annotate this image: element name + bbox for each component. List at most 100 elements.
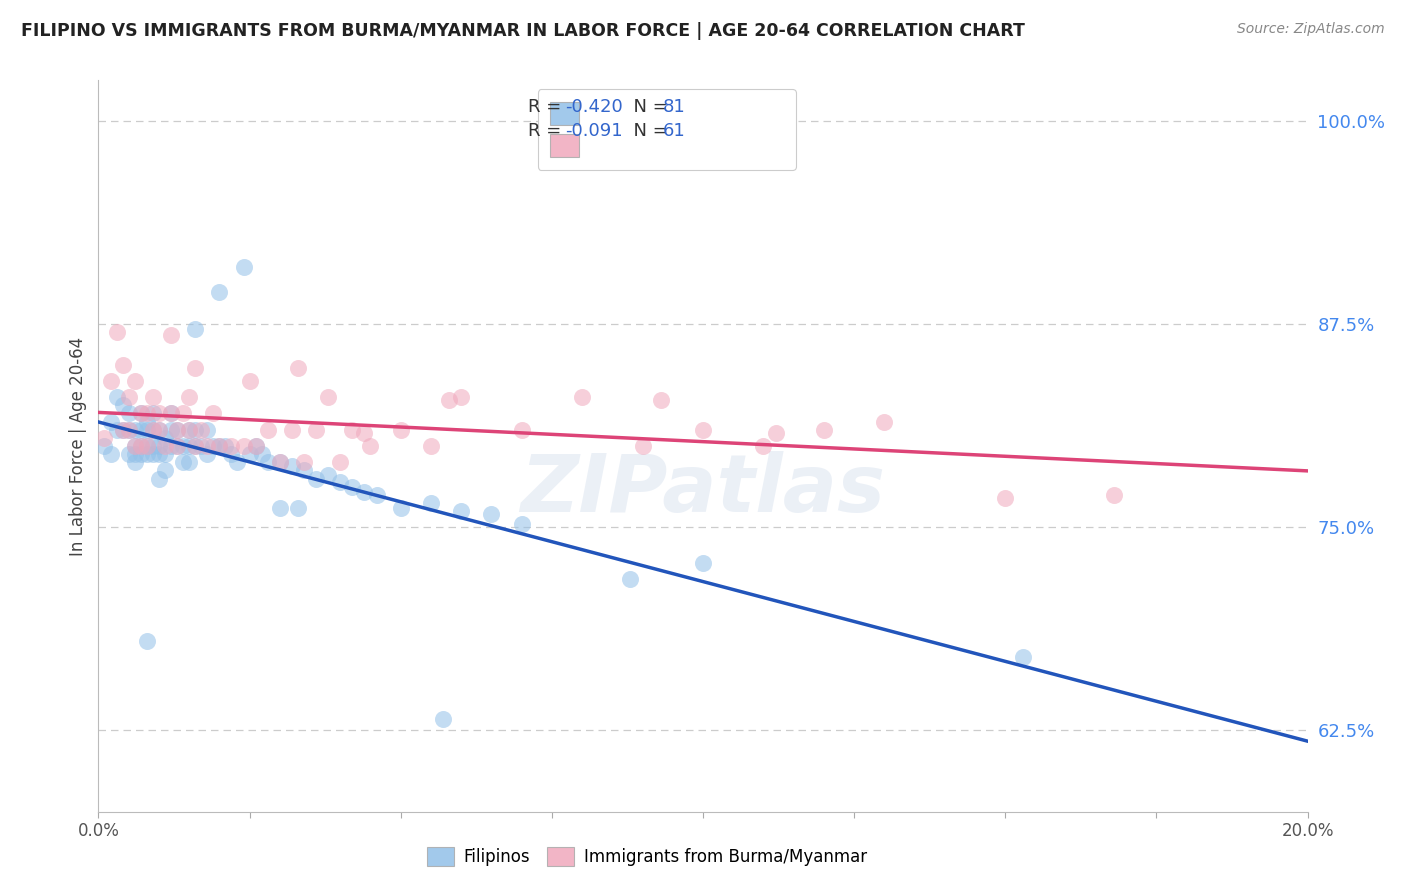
Point — [269, 455, 291, 469]
Point — [353, 425, 375, 440]
Point — [135, 407, 157, 421]
Point — [1102, 488, 1125, 502]
Point — [135, 439, 157, 453]
Point — [481, 508, 503, 522]
Point — [245, 439, 267, 453]
Point — [202, 439, 225, 453]
Point — [160, 407, 183, 421]
Point — [195, 447, 218, 461]
Point — [232, 439, 254, 453]
Point — [195, 423, 218, 437]
Point — [366, 488, 388, 502]
Point — [153, 463, 176, 477]
Point — [148, 407, 170, 421]
Point — [232, 260, 254, 275]
Point — [111, 398, 134, 412]
Point — [135, 439, 157, 453]
Point — [142, 423, 165, 437]
Point — [389, 423, 412, 437]
Point — [129, 407, 152, 421]
Point — [148, 447, 170, 461]
Point — [239, 447, 262, 461]
Point — [202, 407, 225, 421]
Point — [571, 390, 593, 404]
Point — [142, 390, 165, 404]
Point — [129, 407, 152, 421]
Point — [245, 439, 267, 453]
Point — [129, 439, 152, 453]
Point — [305, 471, 328, 485]
Point — [1012, 650, 1035, 665]
Point — [142, 407, 165, 421]
Point — [510, 516, 533, 531]
Point — [190, 423, 212, 437]
Point — [287, 361, 309, 376]
Point — [765, 425, 787, 440]
Point — [142, 439, 165, 453]
Point — [292, 455, 315, 469]
Point — [269, 500, 291, 515]
Point — [100, 447, 122, 461]
Point — [135, 423, 157, 437]
Point — [389, 500, 412, 515]
Point — [281, 423, 304, 437]
Point — [179, 423, 201, 437]
Point — [172, 439, 194, 453]
Point — [353, 484, 375, 499]
Point — [124, 423, 146, 437]
Point — [256, 423, 278, 437]
Point — [100, 415, 122, 429]
Point — [208, 439, 231, 453]
Point — [100, 374, 122, 388]
Point — [179, 390, 201, 404]
Point — [360, 439, 382, 453]
Point — [631, 439, 654, 453]
Point — [305, 423, 328, 437]
Point — [179, 423, 201, 437]
Text: R =: R = — [527, 122, 567, 140]
Point — [93, 431, 115, 445]
Point — [135, 634, 157, 648]
Text: N =: N = — [621, 122, 673, 140]
Point — [135, 447, 157, 461]
Text: R =: R = — [527, 97, 567, 116]
Point — [153, 447, 176, 461]
Point — [250, 447, 273, 461]
Point — [111, 423, 134, 437]
Text: -0.420: -0.420 — [565, 97, 623, 116]
Point — [432, 712, 454, 726]
Point — [619, 572, 641, 586]
Point — [316, 390, 339, 404]
Point — [148, 471, 170, 485]
Point — [105, 390, 128, 404]
Point — [287, 500, 309, 515]
Point — [208, 439, 231, 453]
Point — [329, 455, 352, 469]
Point — [342, 480, 364, 494]
Point — [129, 447, 152, 461]
Point — [256, 455, 278, 469]
Point — [124, 374, 146, 388]
Legend:                                  ,                                  : , — [537, 89, 796, 170]
Point — [692, 556, 714, 570]
Point — [813, 423, 835, 437]
Text: ZIPatlas: ZIPatlas — [520, 450, 886, 529]
Point — [208, 285, 231, 299]
Point — [179, 439, 201, 453]
Point — [129, 439, 152, 453]
Point — [281, 458, 304, 473]
Point — [118, 447, 141, 461]
Point — [184, 439, 207, 453]
Point — [329, 475, 352, 489]
Text: 81: 81 — [664, 97, 686, 116]
Point — [166, 439, 188, 453]
Point — [118, 407, 141, 421]
Point — [214, 439, 236, 453]
Point — [172, 407, 194, 421]
Text: -0.091: -0.091 — [565, 122, 623, 140]
Text: 61: 61 — [664, 122, 686, 140]
Point — [142, 447, 165, 461]
Point — [873, 415, 896, 429]
Point — [124, 439, 146, 453]
Point — [160, 328, 183, 343]
